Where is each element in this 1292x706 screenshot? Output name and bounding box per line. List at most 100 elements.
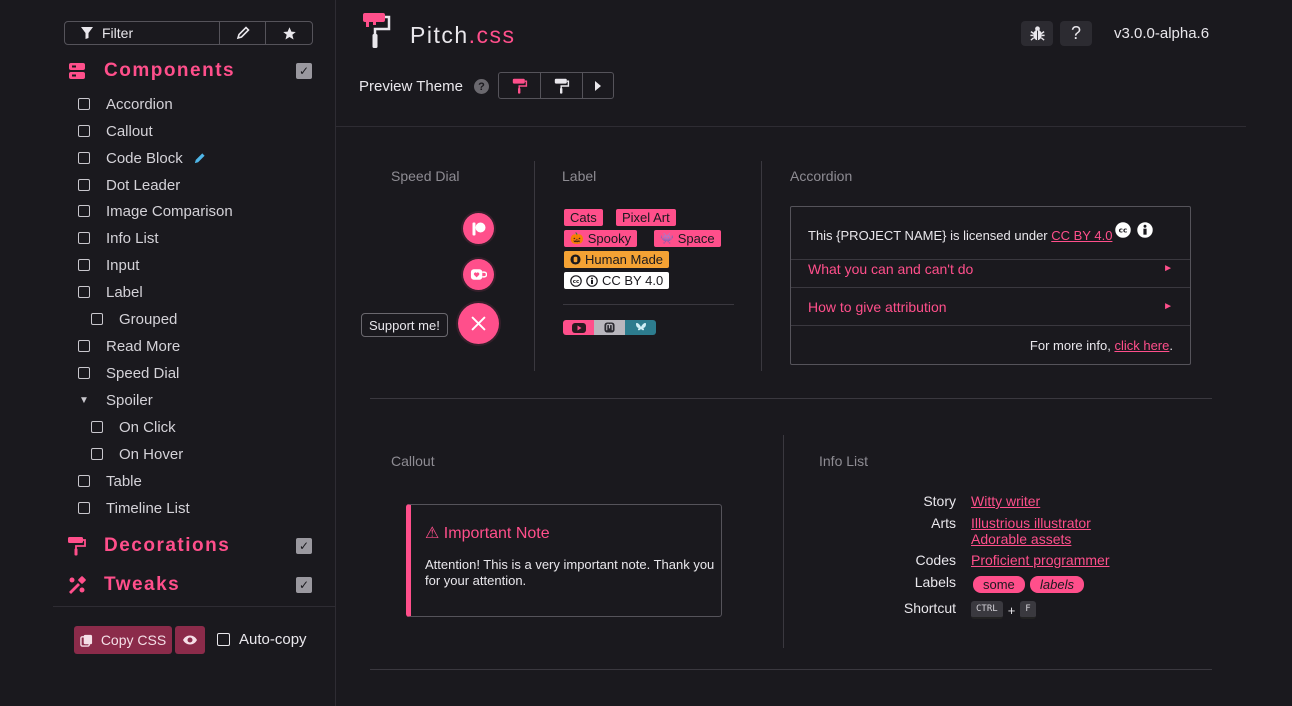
checkbox[interactable] [78,259,90,271]
section-components[interactable]: Components ✓ [66,57,312,85]
column-divider [761,161,762,371]
tweaks-icon [66,574,88,596]
list-item[interactable]: Info List [78,228,159,248]
section-divider [370,398,1212,399]
copy-css-button[interactable]: Copy CSS [74,626,172,654]
theme-next-button[interactable] [583,73,613,98]
favorites-filter-button[interactable] [266,22,312,44]
label-tag: 👾 Space [654,230,721,247]
human-made-icon [570,254,581,265]
accordion-item-label: What you can and can't do [808,260,974,277]
info-label: Codes [915,552,956,568]
section-checkbox[interactable]: ✓ [296,577,312,593]
section-decorations[interactable]: Decorations ✓ [66,532,312,560]
list-item[interactable]: Speed Dial [78,363,179,383]
accordion-item[interactable]: How to give attribution ► [791,288,1190,326]
tag-text: Cats [570,210,597,225]
filter-button[interactable]: Filter [65,22,220,44]
report-bug-button[interactable] [1021,21,1053,46]
autocopy-toggle[interactable]: Auto-copy [217,631,307,648]
preview-theme-label: Preview Theme [359,78,463,95]
help-button[interactable]: ? [1060,21,1092,46]
info-value-link[interactable]: Proficient programmer [971,552,1110,568]
patreon-dial-button[interactable] [463,213,494,244]
list-item[interactable]: ▼ Spoiler [78,390,153,410]
tag-text: Space [677,231,715,246]
pencil-icon [236,26,250,40]
info-value-link[interactable]: Adorable assets [971,531,1072,547]
list-item[interactable]: Code Block [78,148,206,168]
info-value-link[interactable]: Illustrious illustrator [971,515,1091,531]
list-item[interactable]: Image Comparison [78,201,233,221]
checkbox[interactable] [91,313,103,325]
more-info-link[interactable]: click here [1114,337,1170,353]
youtube-badge[interactable] [563,320,594,335]
list-item[interactable]: Input [78,255,139,275]
info-label: Labels [914,574,956,590]
theme-mono-button[interactable] [541,73,583,98]
info-label: Story [923,493,956,509]
list-item[interactable]: Accordion [78,94,173,114]
list-item[interactable]: On Click [91,417,176,437]
license-text: This {PROJECT NAME} is licensed under [808,228,1052,243]
column-divider [534,161,535,371]
section-checkbox[interactable]: ✓ [296,63,312,79]
filter-icon [81,27,93,39]
accordion-item[interactable]: What you can and can't do ► [791,250,1190,288]
attribution-icon [586,274,598,287]
cc-icon: cc [1115,221,1132,238]
more-info-text: For more info, [1029,337,1115,353]
item-label: Dot Leader [106,176,181,194]
checkbox[interactable] [78,367,90,379]
play-icon [595,80,601,91]
list-item[interactable]: Timeline List [78,498,190,518]
section-checkbox[interactable]: ✓ [296,538,312,554]
preview-css-button[interactable] [175,626,205,654]
copy-css-label: Copy CSS [100,632,167,648]
chevron-down-icon[interactable]: ▼ [79,394,89,406]
callout-title: Callout [391,453,435,469]
pumpkin-icon: 🎃 [570,233,584,245]
theme-switcher [498,72,614,99]
item-label: Label [106,283,143,301]
edit-filter-button[interactable] [220,22,266,44]
list-item[interactable]: Dot Leader [78,175,180,195]
tag-text: CC BY 4.0 [602,273,664,288]
triangle-right-icon: ► [1163,263,1173,274]
info-value-link[interactable]: Witty writer [971,493,1041,509]
checkbox[interactable] [78,152,90,164]
list-item[interactable]: Label [78,282,143,302]
theme-pink-button[interactable] [499,73,541,98]
copy-icon [80,634,92,647]
section-tweaks[interactable]: Tweaks ✓ [66,571,312,599]
social-badges [563,320,656,335]
checkbox[interactable] [78,205,90,217]
checkbox[interactable] [78,340,90,352]
item-label: Timeline List [106,499,190,517]
checkbox[interactable] [78,98,90,110]
checkbox[interactable] [78,502,90,514]
eye-icon [183,635,197,645]
accordion: This {PROJECT NAME} is licensed under CC… [790,206,1191,365]
mastodon-badge[interactable] [594,320,625,335]
bluesky-badge[interactable] [625,320,656,335]
checkbox[interactable] [91,421,103,433]
checkbox[interactable] [78,286,90,298]
checkbox[interactable] [78,232,90,244]
checkbox[interactable] [78,125,90,137]
list-item[interactable]: Read More [78,336,180,356]
list-item[interactable]: On Hover [91,444,183,464]
checkbox[interactable] [91,448,103,460]
kofi-dial-button[interactable] [463,259,494,290]
item-label: Accordion [106,95,173,113]
list-item[interactable]: Table [78,471,142,491]
list-item[interactable]: Grouped [91,309,177,329]
checkbox[interactable] [78,179,90,191]
speed-dial-close-button[interactable] [458,303,499,344]
license-link[interactable]: CC BY 4.0 [1051,228,1113,243]
autocopy-checkbox[interactable] [217,633,230,646]
preview-help-icon[interactable]: ? [474,79,489,94]
accordion-title: Accordion [790,168,853,184]
checkbox[interactable] [78,475,90,487]
list-item[interactable]: Callout [78,121,153,141]
